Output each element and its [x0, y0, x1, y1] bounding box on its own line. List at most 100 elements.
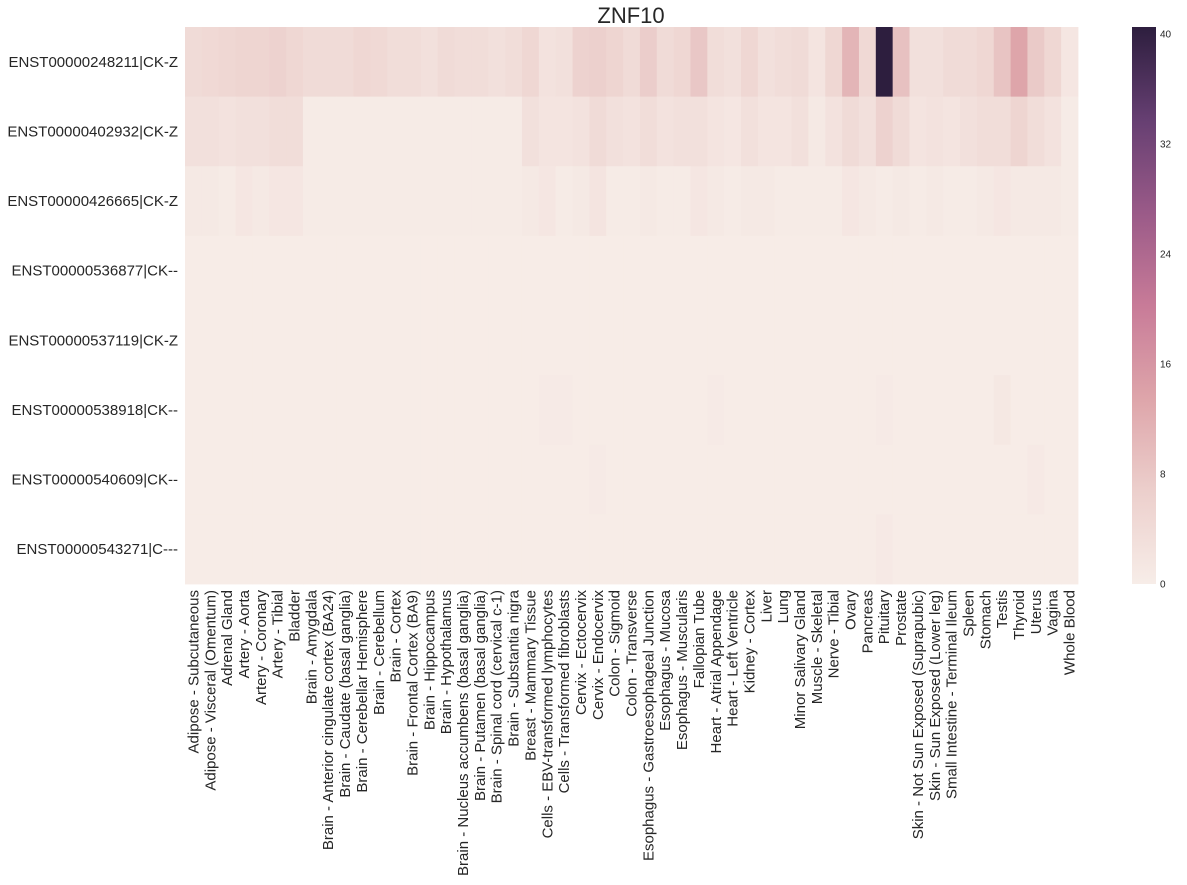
heatmap-cell: [926, 375, 944, 446]
column-label: Brain - Anterior cingulate cortex (BA24): [320, 590, 337, 850]
heatmap-cell: [774, 305, 792, 376]
heatmap-cell: [623, 27, 641, 98]
heatmap-cell: [842, 375, 860, 446]
heatmap-cell: [370, 235, 388, 306]
heatmap-cell: [286, 27, 304, 98]
heatmap-cell: [404, 27, 422, 98]
column-label: Fallopian Tube: [691, 590, 708, 688]
heatmap-cell: [201, 166, 220, 237]
heatmap-cell: [404, 514, 422, 585]
heatmap-cell: [960, 235, 978, 306]
heatmap-cell: [656, 166, 675, 237]
heatmap-cell: [1027, 27, 1045, 98]
column-label: Esophagus - Mucosa: [657, 589, 674, 731]
heatmap-cell: [1044, 235, 1062, 306]
heatmap-cell: [943, 375, 961, 446]
heatmap-cell: [909, 235, 927, 306]
heatmap-cell: [673, 235, 691, 306]
column-label: Pancreas: [859, 590, 876, 653]
heatmap-cell: [589, 27, 607, 98]
heatmap-cell: [235, 166, 253, 237]
heatmap-cell: [606, 375, 624, 446]
heatmap-cell: [454, 375, 472, 446]
heatmap-cell: [302, 305, 321, 376]
heatmap-cell: [825, 96, 843, 167]
heatmap-cell: [521, 235, 540, 306]
heatmap-cell: [302, 444, 321, 515]
column-label: Brain - Caudate (basal ganglia): [337, 590, 354, 798]
heatmap-cell: [909, 305, 927, 376]
heatmap-cell: [286, 375, 304, 446]
heatmap-cell: [319, 96, 338, 167]
heatmap-cell: [218, 96, 236, 167]
heatmap-cell: [589, 166, 607, 237]
colorbar-ticks: 0 8 16 24 32 40: [1160, 29, 1172, 590]
heatmap-cell: [960, 514, 978, 585]
heatmap-cell: [538, 444, 557, 515]
heatmap-cell: [875, 27, 894, 98]
heatmap-cell: [555, 27, 573, 98]
heatmap-cell: [993, 514, 1011, 585]
heatmap-cell: [538, 375, 557, 446]
heatmap-cell: [218, 27, 236, 98]
heatmap-cell: [252, 305, 270, 376]
heatmap-cell: [623, 444, 641, 515]
heatmap-cell: [555, 305, 573, 376]
heatmap-cell: [842, 96, 860, 167]
heatmap-cell: [201, 96, 220, 167]
heatmap-cell: [521, 375, 540, 446]
heatmap-cell: [690, 444, 708, 515]
row-label: ENST00000537119|CK-Z: [8, 332, 178, 349]
heatmap-cell: [825, 444, 843, 515]
heatmap-cell: [336, 444, 354, 515]
heatmap-cell: [404, 375, 422, 446]
heatmap-cell: [319, 166, 338, 237]
heatmap-cell: [976, 514, 995, 585]
heatmap-cell: [606, 235, 624, 306]
heatmap-cell: [538, 305, 557, 376]
heatmap-cell: [201, 27, 220, 98]
heatmap-cell: [690, 305, 708, 376]
colorbar-tick-label: 8: [1160, 469, 1166, 480]
heatmap-cell: [185, 96, 203, 167]
heatmap-cell: [336, 375, 354, 446]
heatmap-cell: [639, 235, 658, 306]
heatmap-cell: [909, 375, 927, 446]
heatmap-cell: [606, 514, 624, 585]
heatmap-cell: [387, 375, 405, 446]
heatmap-cell: [252, 27, 270, 98]
heatmap-cell: [572, 375, 590, 446]
heatmap-cell: [639, 27, 658, 98]
row-label: ENST00000536877|CK--: [12, 263, 179, 280]
heatmap-cell: [235, 96, 253, 167]
heatmap-cell: [791, 166, 809, 237]
heatmap-cell: [269, 235, 287, 306]
heatmap-cell: [842, 305, 860, 376]
heatmap-cell: [555, 235, 573, 306]
heatmap-cell: [606, 96, 624, 167]
heatmap-cell: [1061, 305, 1079, 376]
heatmap-cell: [235, 305, 253, 376]
heatmap-cell: [471, 514, 489, 585]
heatmap-cell: [454, 514, 472, 585]
heatmap-cell: [724, 444, 742, 515]
heatmap-cell: [555, 375, 573, 446]
heatmap-cell: [791, 96, 809, 167]
heatmap-cell: [1044, 375, 1062, 446]
heatmap-cell: [909, 444, 927, 515]
column-label: Cervix - Ectocervix: [573, 590, 590, 716]
heatmap-cell: [521, 305, 540, 376]
heatmap-cell: [757, 375, 776, 446]
column-label: Vagina: [1045, 589, 1062, 635]
column-label: Brain - Amygdala: [303, 589, 320, 704]
column-label: Lung: [775, 590, 792, 623]
heatmap-cell: [218, 514, 236, 585]
heatmap-cell: [757, 96, 776, 167]
heatmap-cell: [808, 27, 826, 98]
heatmap-cell: [976, 375, 995, 446]
heatmap-cell: [791, 514, 809, 585]
heatmap-cell: [707, 305, 725, 376]
heatmap-cell: [791, 444, 809, 515]
heatmap-cell: [235, 514, 253, 585]
heatmap-cell: [993, 235, 1011, 306]
